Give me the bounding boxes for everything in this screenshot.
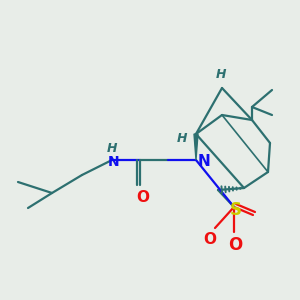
- Text: H: H: [216, 68, 226, 80]
- Polygon shape: [194, 134, 198, 160]
- Text: H: H: [107, 142, 117, 154]
- Text: H: H: [177, 131, 187, 145]
- Text: N: N: [198, 154, 210, 169]
- Text: O: O: [228, 236, 242, 254]
- Text: S: S: [230, 201, 242, 219]
- Text: N: N: [108, 155, 120, 169]
- Text: O: O: [203, 232, 217, 247]
- Text: O: O: [136, 190, 149, 205]
